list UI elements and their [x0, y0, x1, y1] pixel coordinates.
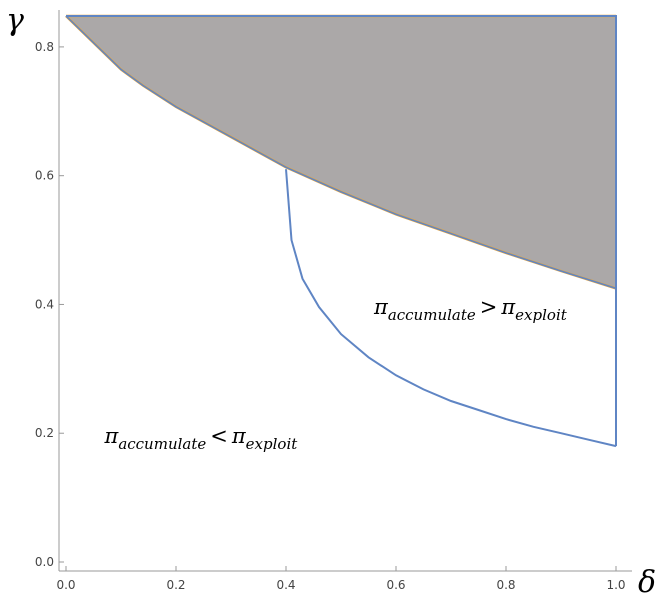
x-tick-label: 0.2: [166, 578, 185, 592]
x-axis-title: δ: [638, 565, 656, 600]
x-tick-label: 0.8: [496, 578, 515, 592]
y-tick-label: 0.0: [35, 555, 54, 569]
blue-lower-curve: [285, 169, 617, 448]
annotation-lower-op: <: [210, 424, 228, 448]
plot-area: [65, 14, 617, 448]
y-tick-label: 0.4: [35, 297, 54, 311]
axes: [58, 10, 632, 572]
ticks: 0.0 0.2 0.4 0.6 0.8 1.0 0.0 0.2 0.4 0.6 0.8: [35, 40, 626, 592]
annotation-upper-sub2: exploit: [515, 306, 568, 324]
x-tick-label: 0.0: [56, 578, 75, 592]
annotation-upper-sub1: accumulate: [388, 306, 476, 324]
annotation-upper-op: >: [480, 295, 498, 319]
x-tick-label: 0.6: [386, 578, 405, 592]
annotation-lower-pi2: π: [231, 424, 247, 448]
x-tick-label: 1.0: [606, 578, 625, 592]
y-tick-label: 0.6: [35, 169, 54, 183]
y-tick-label: 0.8: [35, 40, 54, 54]
annotation-upper-pi2: π: [500, 295, 516, 319]
annotation-lower-sub1: accumulate: [118, 435, 206, 453]
shaded-region: [66, 16, 616, 289]
y-tick-label: 0.2: [35, 426, 54, 440]
blue-top-and-right-edge: [66, 15, 617, 447]
blue-boundary-curve: [65, 15, 617, 290]
y-axis-title: γ: [6, 3, 24, 38]
annotation-upper-pi1: π: [373, 295, 389, 319]
annotation-upper: πaccumulate > πexploit: [373, 295, 568, 324]
annotation-lower: πaccumulate < πexploit: [104, 424, 299, 453]
annotation-lower-pi1: π: [104, 424, 120, 448]
x-tick-label: 0.4: [276, 578, 295, 592]
annotation-lower-sub2: exploit: [246, 435, 299, 453]
